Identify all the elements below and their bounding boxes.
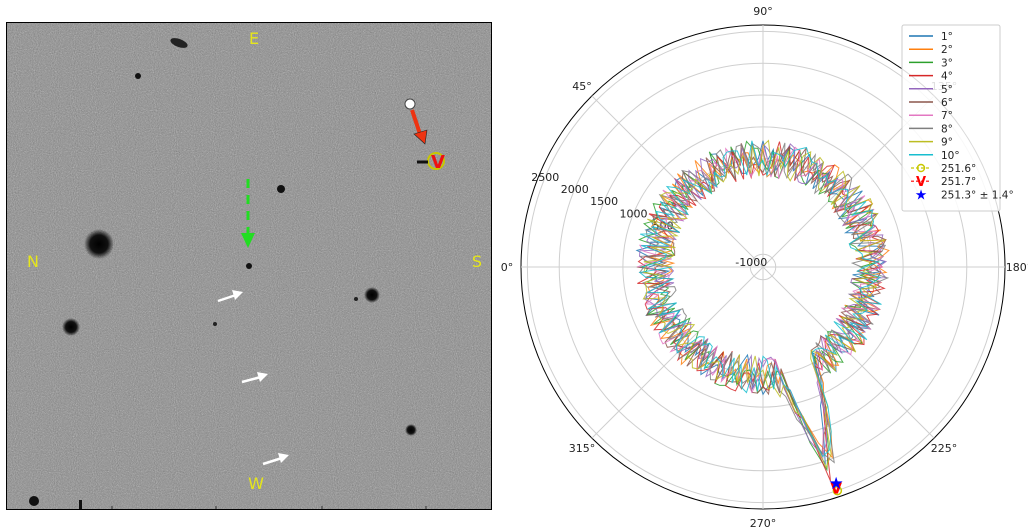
legend-label: 251.7°: [941, 176, 976, 188]
marker-v-icon: V: [830, 479, 842, 497]
legend-label: 9°: [941, 137, 953, 149]
legend-star-icon: ★: [915, 187, 928, 203]
legend-label: 3°: [941, 57, 953, 69]
marker-circle-icon: [832, 485, 843, 496]
v-marker-icon: V: [431, 152, 445, 173]
polar-series: [635, 139, 890, 482]
green-dashed-arrow: [241, 179, 255, 248]
series-line-8: [638, 142, 890, 464]
star: [405, 424, 417, 436]
star: [79, 500, 82, 510]
legend-label: 4°: [941, 71, 953, 83]
legend-v-icon: V: [916, 175, 926, 190]
marker-star-icon: ★: [828, 474, 843, 494]
series-line-7: [637, 144, 885, 460]
polar-chart: -100050010001500200025000°45°90°135°180°…: [501, 5, 1028, 529]
legend-label: 251.6°: [941, 163, 976, 175]
red-arrow-marker-group: V: [404, 98, 445, 173]
galaxy: [170, 38, 188, 48]
white-arrow-icon: [262, 453, 289, 466]
star: [135, 73, 141, 79]
white-arrow-icon: [241, 372, 268, 384]
series-line-2: [647, 148, 890, 459]
angular-tick-label: 180°: [1006, 261, 1028, 274]
radial-tick-label: -1000: [735, 256, 767, 269]
white-arrows: [217, 290, 289, 466]
star: [62, 318, 80, 336]
legend-label: 7°: [941, 110, 953, 122]
legend-circle-icon: [916, 163, 926, 173]
angular-tick-label: 90°: [753, 5, 773, 18]
legend-label: 8°: [941, 123, 953, 135]
series-line-10: [638, 140, 882, 458]
star: [246, 263, 252, 269]
star-bright: [84, 229, 114, 259]
star: [277, 185, 285, 193]
direction-label-west: W: [248, 474, 264, 493]
direction-label-south: S: [472, 252, 482, 271]
sky-image-panel: E W N S V: [6, 22, 492, 510]
legend-box: [901, 24, 1001, 212]
stars: [29, 38, 417, 510]
polar-markers: V★: [828, 474, 843, 497]
legend-label: 2°: [941, 44, 953, 56]
direction-label-north: N: [27, 252, 39, 271]
white-arrow-icon: [217, 290, 243, 303]
star: [354, 297, 358, 301]
radial-tick-label: 1000: [620, 207, 648, 220]
radial-tick-label: 1500: [590, 195, 618, 208]
angular-tick-label: 225°: [931, 442, 958, 455]
angular-grid-line: [762, 266, 935, 439]
star: [29, 496, 39, 506]
legend-label: 10°: [941, 150, 960, 162]
direction-label-east: E: [249, 29, 259, 48]
origin-circle: [404, 98, 416, 110]
angular-tick-label: 270°: [750, 517, 777, 529]
angular-tick-label: 315°: [569, 442, 596, 455]
star: [213, 322, 217, 326]
legend-label: 5°: [941, 84, 953, 96]
legend-label: 1°: [941, 31, 953, 43]
radial-tick-label: 2500: [531, 171, 559, 184]
angular-tick-label: 0°: [501, 261, 514, 274]
legend: 1°2°3° 4°5°6°7°8° 9°10°251.6° V 251.7° ★ 251.3…: [901, 24, 1014, 212]
star: [364, 287, 380, 303]
sky-image-frame: [6, 22, 492, 510]
angular-tick-label: 45°: [572, 80, 592, 93]
legend-label: 6°: [941, 97, 953, 109]
series-line-9: [642, 139, 886, 469]
legend-label: 251.3° ± 1.4°: [941, 189, 1014, 201]
radial-tick-label: 2000: [561, 183, 589, 196]
